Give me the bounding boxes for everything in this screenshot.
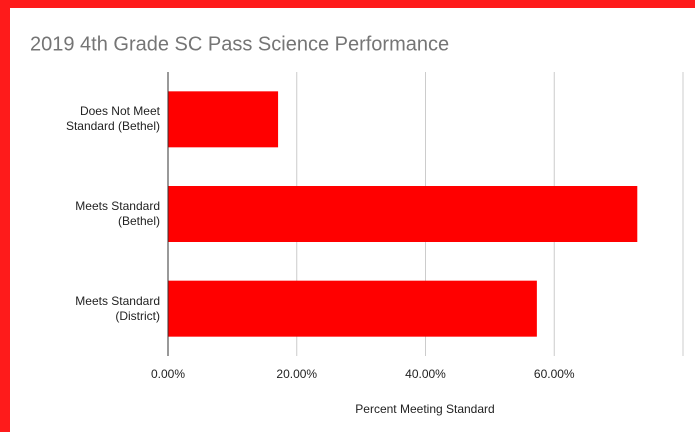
bar xyxy=(168,280,537,337)
x-tick-label: 20.00% xyxy=(276,367,317,381)
x-tick-label: 0.00% xyxy=(151,367,185,381)
x-tick-label: 60.00% xyxy=(534,367,575,381)
y-tick-label: Does Not Meet Standard (Bethel) xyxy=(65,104,160,134)
bar xyxy=(168,91,279,148)
x-axis-title: Percent Meeting Standard xyxy=(355,402,494,416)
x-tick-label: 40.00% xyxy=(405,367,446,381)
bar xyxy=(168,186,638,242)
chart-title: 2019 4th Grade SC Pass Science Performan… xyxy=(30,33,449,55)
y-tick-label: Meets Standard (District) xyxy=(75,293,160,323)
y-tick-label: Meets Standard (Bethel) xyxy=(75,199,160,228)
